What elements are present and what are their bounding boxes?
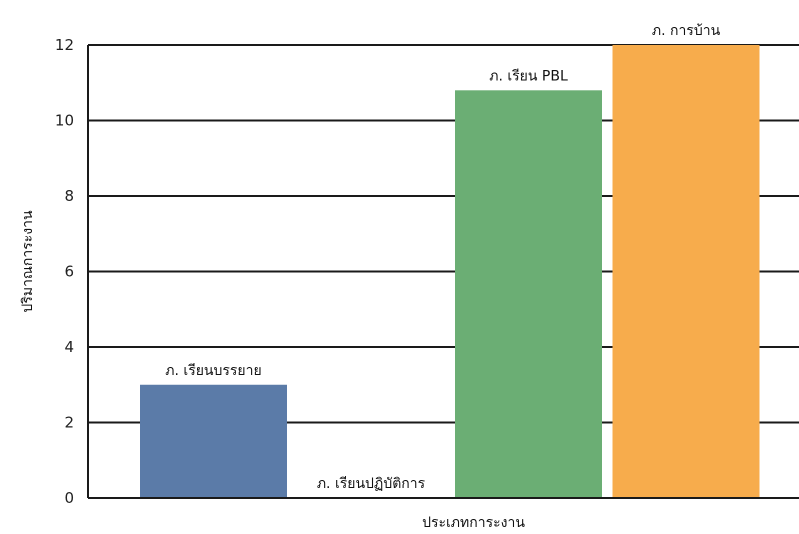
- y-tick-label: 8: [64, 187, 74, 205]
- y-tick-label: 6: [64, 263, 74, 281]
- x-axis-title: ประเภทการะงาน: [422, 515, 525, 531]
- bar: [140, 384, 287, 498]
- y-tick-labels: 0 2 4 6 8 10 12: [55, 36, 74, 507]
- y-tick-label: 12: [55, 36, 74, 54]
- bar-label: ภ. เรียน PBL: [489, 68, 568, 84]
- bars: [140, 45, 760, 499]
- y-tick-label: 2: [64, 414, 74, 432]
- bar-label: ภ. เรียนปฏิบัติการ: [317, 476, 426, 492]
- y-axis-title: ปริมาณการะงาน: [20, 210, 36, 313]
- y-tick-label: 4: [64, 338, 74, 356]
- bar: [612, 45, 760, 498]
- bar-label: ภ. การบ้าน: [652, 23, 721, 39]
- bar: [455, 90, 602, 499]
- y-tick-label: 10: [55, 112, 74, 130]
- y-tick-label: 0: [64, 489, 74, 507]
- bar-label: ภ. เรียนบรรยาย: [165, 363, 261, 379]
